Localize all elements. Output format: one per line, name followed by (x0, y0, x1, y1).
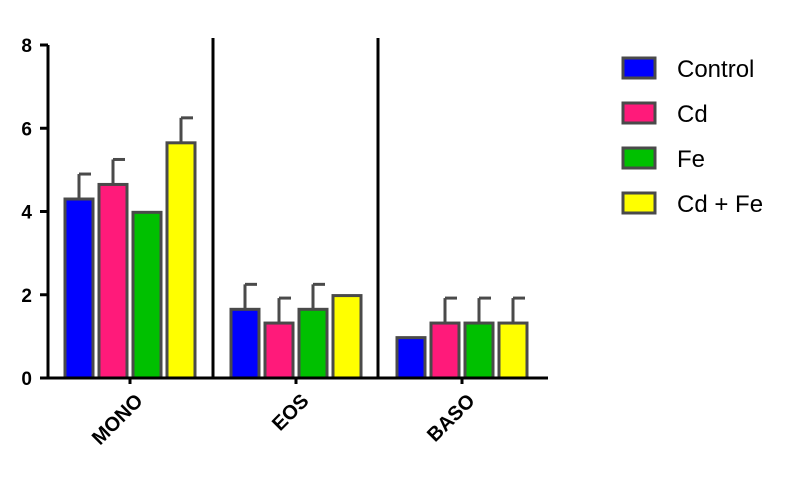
error-bar-eos-fe (311, 282, 325, 310)
bar-mono-fe (131, 210, 163, 380)
group-separators (211, 38, 380, 378)
legend-label: Cd (677, 101, 708, 128)
error-bars (77, 116, 525, 324)
bar-baso-cd (429, 321, 461, 380)
error-bar-mono-cd (111, 157, 125, 185)
legend-swatch (621, 146, 657, 170)
bar-eos-control (229, 307, 261, 380)
bar-baso-control (395, 336, 427, 380)
error-bar-eos-control (243, 282, 257, 310)
error-bar-baso-fe (477, 296, 491, 324)
y-tick-label: 6 (21, 119, 32, 140)
legend-item-control: Control (621, 56, 754, 83)
bar-eos-fe (297, 307, 329, 380)
bars (63, 141, 529, 380)
bar-mono-cd-fe (165, 141, 197, 380)
error-bar-mono-control (77, 172, 91, 200)
error-bar-eos-cd (277, 296, 291, 324)
x-category-label: MONO (88, 390, 148, 450)
bar-baso-fe (463, 321, 495, 380)
bar-mono-control (63, 197, 95, 380)
legend-item-cd-fe: Cd + Fe (621, 191, 763, 218)
error-bar-baso-cd (443, 296, 457, 324)
y-tick-label: 8 (21, 36, 32, 57)
y-ticks: 0 2 4 6 8 (21, 36, 48, 390)
legend-label: Control (677, 56, 754, 83)
legend-item-fe: Fe (621, 146, 705, 173)
y-tick-label: 0 (21, 369, 32, 390)
legend-swatch (621, 191, 657, 215)
bar-mono-cd (97, 182, 129, 380)
x-category-labels: MONO EOS BASO (88, 378, 480, 450)
legend-label: Cd + Fe (677, 191, 763, 218)
bar-baso-cd-fe (497, 321, 529, 380)
x-category-label: BASO (423, 390, 479, 446)
bar-eos-cd (263, 321, 295, 380)
y-tick-label: 2 (21, 286, 32, 307)
y-tick-label: 4 (21, 203, 32, 224)
legend-swatch (621, 101, 657, 125)
legend: Control Cd Fe Cd + Fe (621, 56, 763, 218)
legend-item-cd: Cd (621, 101, 708, 128)
bar-eos-cd-fe (331, 294, 363, 380)
x-category-label: EOS (268, 390, 313, 435)
error-bar-baso-cd-fe (511, 296, 525, 324)
error-bar-mono-cd-fe (179, 116, 193, 143)
legend-label: Fe (677, 146, 705, 173)
legend-swatch (621, 56, 657, 80)
